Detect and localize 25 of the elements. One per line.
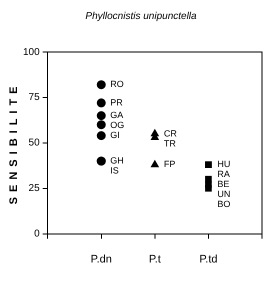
series-label: BO <box>217 199 230 210</box>
series-label: GI <box>110 130 120 140</box>
series-label: HU <box>217 159 230 170</box>
x-tick-label: P.td <box>199 253 218 266</box>
series-label: IS <box>110 166 119 176</box>
series-label: UN <box>217 189 230 200</box>
y-tick-label: 50 <box>28 138 40 149</box>
chart-title: Phyllocnistis unipunctella <box>85 10 198 22</box>
x-tick-label: P.t <box>148 253 161 266</box>
series-label: CR <box>164 128 178 138</box>
y-tick-label: 0 <box>34 228 40 240</box>
series-label: RA <box>217 169 230 180</box>
series-label: GH <box>110 156 124 166</box>
series-label: TR <box>164 138 176 148</box>
x-tick-label: P.dn <box>90 253 112 266</box>
y-tick-label: 75 <box>28 92 40 104</box>
y-tick-label: 25 <box>28 183 40 194</box>
y-tick-label: 100 <box>22 46 40 58</box>
series-label: PR <box>110 97 124 108</box>
y-axis-title: SENSIBILITE <box>8 81 20 204</box>
series-label: BE <box>217 179 230 190</box>
series-label: RO <box>110 79 124 90</box>
series-label: FP <box>164 159 176 170</box>
series-label: OG <box>110 120 124 130</box>
series-label: GA <box>110 110 124 120</box>
